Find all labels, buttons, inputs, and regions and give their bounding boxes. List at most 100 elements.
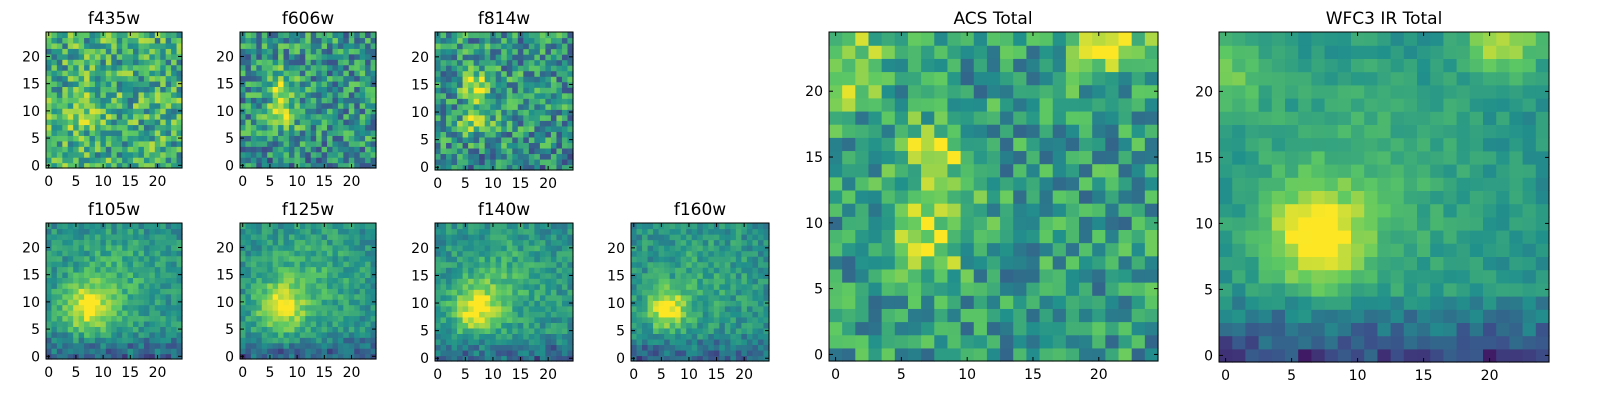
heatmap-cell <box>528 164 535 171</box>
heatmap-cell <box>321 91 328 98</box>
heatmap-cell <box>719 261 726 268</box>
heatmap-cell <box>934 347 949 362</box>
heatmap-cell <box>730 300 737 307</box>
heatmap-cell <box>299 288 306 295</box>
heatmap-cell <box>741 333 748 340</box>
heatmap-cell <box>294 255 301 262</box>
heatmap-cell <box>746 267 754 274</box>
heatmap-cell <box>1026 189 1041 204</box>
heatmap-cell <box>94 244 101 251</box>
heatmap-cell <box>506 239 513 246</box>
heatmap-cell <box>272 299 279 306</box>
heatmap-cell <box>534 278 541 285</box>
heatmap-cell <box>702 250 709 257</box>
heatmap-cell <box>545 278 552 285</box>
heatmap-cell <box>642 261 649 268</box>
heatmap-cell <box>288 157 295 164</box>
heatmap-cell <box>272 151 279 158</box>
heatmap-cell <box>730 333 737 340</box>
heatmap-cell <box>473 272 480 279</box>
heatmap-cell <box>73 75 80 82</box>
heatmap-cell <box>310 310 317 317</box>
heatmap-cell <box>550 349 558 357</box>
heatmap-cell <box>495 81 502 88</box>
heatmap-cell <box>1092 334 1106 349</box>
heatmap-cell <box>261 146 268 153</box>
heatmap-cell <box>240 91 247 98</box>
heatmap-cell <box>545 289 552 296</box>
heatmap-cell <box>1026 176 1041 191</box>
heatmap-cell <box>51 119 58 126</box>
heatmap-cell <box>757 278 765 285</box>
heatmap-cell <box>165 48 172 55</box>
heatmap-cell <box>561 261 569 268</box>
heatmap-cell <box>160 129 167 136</box>
heatmap-cell <box>534 153 541 160</box>
heatmap-cell <box>506 87 513 94</box>
heatmap-cell <box>713 245 720 252</box>
heatmap-cell <box>647 228 654 235</box>
heatmap-cell <box>484 120 491 127</box>
panel-title: f105w <box>88 200 140 220</box>
heatmap-cell <box>94 162 101 169</box>
heatmap-cell <box>752 355 759 362</box>
heatmap-cell <box>735 294 742 301</box>
heatmap-cell <box>327 320 334 327</box>
heatmap-cell <box>658 294 665 301</box>
heatmap-cell <box>451 294 458 301</box>
heatmap-cell <box>343 239 350 246</box>
heatmap-cell <box>78 228 85 235</box>
heatmap-cell <box>62 288 69 295</box>
heatmap-cell <box>457 76 464 83</box>
heatmap-cell <box>921 334 935 349</box>
y-tick-label: 10 <box>22 104 40 120</box>
heatmap-cell <box>51 124 58 131</box>
heatmap-cell <box>484 267 491 274</box>
heatmap-cell <box>138 48 145 55</box>
heatmap-cell <box>127 129 134 136</box>
heatmap-cell <box>267 124 274 131</box>
heatmap-cell <box>855 242 870 257</box>
heatmap-cell <box>462 316 469 323</box>
heatmap-cell <box>78 59 85 66</box>
heatmap-cell <box>473 131 480 138</box>
heatmap-cell <box>647 278 654 285</box>
heatmap-cell <box>160 108 167 115</box>
heatmap-cell <box>960 216 975 230</box>
heatmap-cell <box>495 76 502 83</box>
heatmap-cell <box>921 321 935 336</box>
heatmap-cell <box>94 80 101 87</box>
heatmap-cell <box>528 54 535 61</box>
heatmap-cell <box>479 327 486 334</box>
heatmap-cell <box>240 261 247 268</box>
heatmap-cell <box>506 131 513 138</box>
heatmap-cell <box>631 267 638 274</box>
heatmap-cell <box>539 250 546 257</box>
heatmap-cell <box>539 333 546 340</box>
heatmap-cell <box>327 97 334 104</box>
heatmap-cell <box>354 157 361 164</box>
heatmap-cell <box>528 65 535 72</box>
heatmap-cell <box>842 268 856 283</box>
heatmap-cell <box>451 70 458 77</box>
heatmap-cell <box>528 153 535 160</box>
heatmap-cell <box>89 353 96 360</box>
heatmap-cell <box>127 53 134 60</box>
heatmap-cell <box>757 267 765 274</box>
heatmap-cell <box>686 283 693 290</box>
heatmap-cell <box>176 146 183 153</box>
heatmap-cell <box>165 255 172 262</box>
heatmap-cell <box>94 261 101 268</box>
heatmap-cell <box>506 81 513 88</box>
heatmap-cell <box>506 147 513 155</box>
heatmap-cell <box>1144 242 1159 257</box>
heatmap-cell <box>697 245 704 252</box>
heatmap-cell <box>143 157 150 164</box>
heatmap-cell <box>171 75 178 82</box>
heatmap-cell <box>719 327 726 334</box>
heatmap-cell <box>561 153 569 160</box>
heatmap-cell <box>316 223 323 230</box>
heatmap-cell <box>327 91 334 98</box>
heatmap-cell <box>457 98 464 105</box>
heatmap-cell <box>46 342 53 349</box>
